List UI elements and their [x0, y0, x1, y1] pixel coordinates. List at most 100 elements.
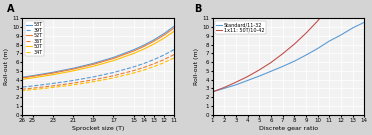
1x11: 50T/10-42: (1, 2.6): 50T/10-42: (1, 2.6): [210, 91, 215, 93]
52T: [162, 34, 166, 36]
Standard/11-32: [304, 54, 308, 56]
52T: [131, 50, 136, 52]
Standard/11-32: [315, 48, 320, 49]
53T: [152, 39, 156, 41]
34T: [152, 66, 156, 67]
50T: [30, 77, 35, 79]
Legend: 53T, 39T, 52T, 36T, 50T, 34T: 53T, 39T, 52T, 36T, 50T, 34T: [25, 21, 44, 56]
Line: 52T: 52T: [22, 28, 174, 78]
53T: [30, 75, 35, 77]
34T: [111, 77, 116, 79]
53T: [91, 63, 96, 64]
Standard/11-32: [350, 27, 355, 29]
36T: [162, 59, 166, 60]
36T: [142, 67, 146, 68]
X-axis label: Sprocket size (T): Sprocket size (T): [72, 126, 125, 131]
Standard/11-32: [339, 34, 343, 36]
53T: [131, 49, 136, 51]
34T: [142, 69, 146, 71]
1x11: 50T/10-42: (2, 3.1): 50T/10-42: (2, 3.1): [222, 87, 227, 88]
39T: [142, 63, 146, 64]
Standard/11-32: [269, 70, 273, 72]
36T: [20, 88, 25, 90]
36T: [71, 82, 75, 84]
53T: [51, 72, 55, 73]
39T: [152, 59, 156, 60]
Standard/11-32: [327, 40, 331, 42]
53T: [172, 25, 176, 27]
52T: [20, 77, 25, 79]
50T: [111, 60, 116, 61]
Line: 50T: 50T: [22, 31, 174, 79]
53T: [142, 44, 146, 46]
36T: [111, 75, 116, 77]
36T: [131, 70, 136, 71]
Standard/11-32: [280, 66, 285, 67]
34T: [162, 62, 166, 63]
50T: [172, 30, 176, 32]
Legend: Standard/11-32, 1x11: 50T/10-42: Standard/11-32, 1x11: 50T/10-42: [215, 21, 266, 34]
50T: [20, 78, 25, 80]
Standard/11-32: [222, 87, 227, 89]
Standard/11-32: [292, 60, 296, 62]
52T: [51, 72, 55, 74]
50T: [131, 53, 136, 54]
34T: [91, 81, 96, 83]
39T: [71, 80, 75, 81]
1x11: 50T/10-42: (9, 9.3): 50T/10-42: (9, 9.3): [304, 32, 308, 34]
1x11: 50T/10-42: (5, 5.1): 50T/10-42: (5, 5.1): [257, 69, 262, 71]
Standard/11-32: [234, 84, 238, 86]
39T: [51, 83, 55, 84]
34T: [172, 57, 176, 59]
Y-axis label: Roll-out (m): Roll-out (m): [4, 48, 9, 85]
39T: [20, 86, 25, 88]
1x11: 50T/10-42: (10, 10.7): 50T/10-42: (10, 10.7): [315, 20, 320, 22]
53T: [71, 68, 75, 69]
39T: [131, 66, 136, 68]
52T: [172, 27, 176, 29]
39T: [91, 76, 96, 78]
Standard/11-32: [362, 21, 366, 23]
1x11: 50T/10-42: (4, 4.35): 50T/10-42: (4, 4.35): [246, 76, 250, 77]
Line: 36T: 36T: [22, 55, 174, 89]
52T: [30, 76, 35, 77]
Text: A: A: [7, 4, 15, 14]
52T: [71, 68, 75, 70]
52T: [91, 64, 96, 65]
1x11: 50T/10-42: (7, 6.95): 50T/10-42: (7, 6.95): [280, 53, 285, 55]
50T: [162, 37, 166, 39]
Standard/11-32: [210, 91, 215, 93]
1x11: 50T/10-42: (3, 3.7): 50T/10-42: (3, 3.7): [234, 81, 238, 83]
Line: 53T: 53T: [22, 26, 174, 77]
52T: [152, 40, 156, 42]
39T: [111, 72, 116, 73]
39T: [162, 54, 166, 56]
53T: [20, 76, 25, 78]
Line: Standard/11-32: Standard/11-32: [212, 22, 364, 92]
X-axis label: Discrete gear ratio: Discrete gear ratio: [259, 126, 318, 131]
Line: 1x11: 50T/10-42: 1x11: 50T/10-42: [212, 7, 329, 92]
36T: [51, 85, 55, 87]
34T: [20, 90, 25, 91]
36T: [91, 79, 96, 81]
50T: [71, 70, 75, 72]
52T: [111, 58, 116, 59]
50T: [51, 74, 55, 75]
34T: [131, 72, 136, 74]
34T: [51, 87, 55, 88]
39T: [30, 85, 35, 87]
Standard/11-32: [246, 80, 250, 81]
34T: [30, 89, 35, 90]
Line: 39T: 39T: [22, 50, 174, 87]
52T: [142, 46, 146, 47]
53T: [111, 57, 116, 58]
50T: [142, 48, 146, 50]
Text: B: B: [195, 4, 202, 14]
53T: [162, 33, 166, 34]
Line: 34T: 34T: [22, 58, 174, 91]
50T: [91, 65, 96, 67]
36T: [172, 54, 176, 55]
39T: [172, 49, 176, 50]
50T: [152, 43, 156, 45]
Y-axis label: Roll-out (m): Roll-out (m): [194, 48, 199, 85]
